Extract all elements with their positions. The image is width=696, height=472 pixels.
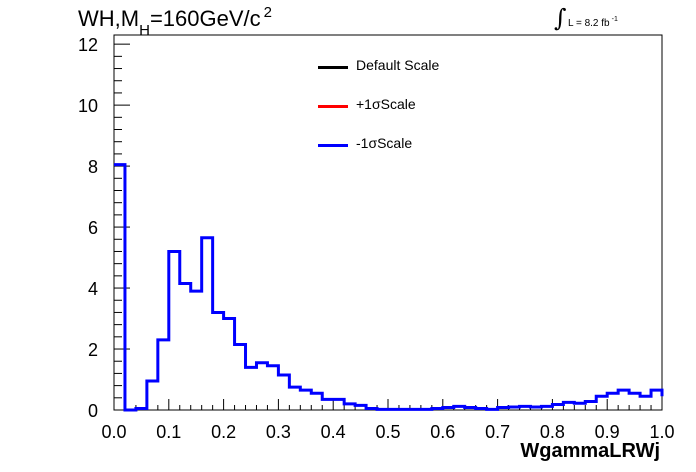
- x-tick-label: 0.7: [485, 422, 510, 442]
- chart-title: WH,MH=160GeV/c 2: [78, 4, 272, 39]
- x-tick-label: 0.3: [266, 422, 291, 442]
- y-tick-label: 4: [88, 279, 98, 299]
- luminosity-superscript: -1: [611, 16, 618, 23]
- x-tick-label: 0.6: [430, 422, 455, 442]
- y-tick-label: 0: [88, 401, 98, 421]
- y-tick-label: 6: [88, 218, 98, 238]
- x-axis: 0.0 0.1 0.2 0.3 0.4 0.5 0.6 0.7 0.8 0.9 1.0: [101, 399, 675, 442]
- series-layer: [114, 163, 664, 412]
- x-tick-label: 0.2: [211, 422, 236, 442]
- legend-swatch-minus1sigma: [318, 144, 348, 147]
- x-tick-label: 0.8: [540, 422, 565, 442]
- legend-item-minus1sigma: -1σScale: [318, 135, 518, 155]
- x-axis-label: WgammaLRWj: [520, 440, 660, 462]
- x-tick-label: 0.0: [101, 422, 126, 442]
- x-tick-label: 0.1: [156, 422, 181, 442]
- x-tick-label: 0.9: [595, 422, 620, 442]
- y-tick-label: 2: [88, 340, 98, 360]
- y-tick-label: 8: [88, 157, 98, 177]
- legend-swatch-default: [318, 66, 348, 69]
- legend-item-default: Default Scale: [318, 57, 518, 77]
- series-line-0: [114, 163, 664, 412]
- luminosity-text: L = 8.2 fb: [568, 18, 610, 29]
- title-superscript: 2: [263, 4, 272, 21]
- legend-swatch-plus1sigma: [318, 105, 348, 108]
- y-axis: 0 2 4 6 8 10 12: [78, 35, 130, 421]
- x-tick-label: 0.5: [375, 422, 400, 442]
- legend-label-minus1sigma: -1σScale: [356, 135, 413, 151]
- title-prefix: WH,M: [78, 6, 140, 31]
- legend-label-plus1sigma: +1σScale: [356, 96, 416, 112]
- legend-item-plus1sigma: +1σScale: [318, 96, 518, 116]
- title-subscript: H: [139, 22, 150, 39]
- title-mid: =160GeV/c: [149, 6, 261, 31]
- frame: [113, 34, 663, 411]
- y-tick-label: 12: [78, 35, 98, 55]
- x-tick-label: 1.0: [649, 422, 674, 442]
- legend-label-default: Default Scale: [356, 57, 440, 73]
- y-tick-label: 10: [78, 96, 98, 116]
- x-tick-label: 0.4: [321, 422, 346, 442]
- integral-symbol: ∫: [554, 4, 567, 32]
